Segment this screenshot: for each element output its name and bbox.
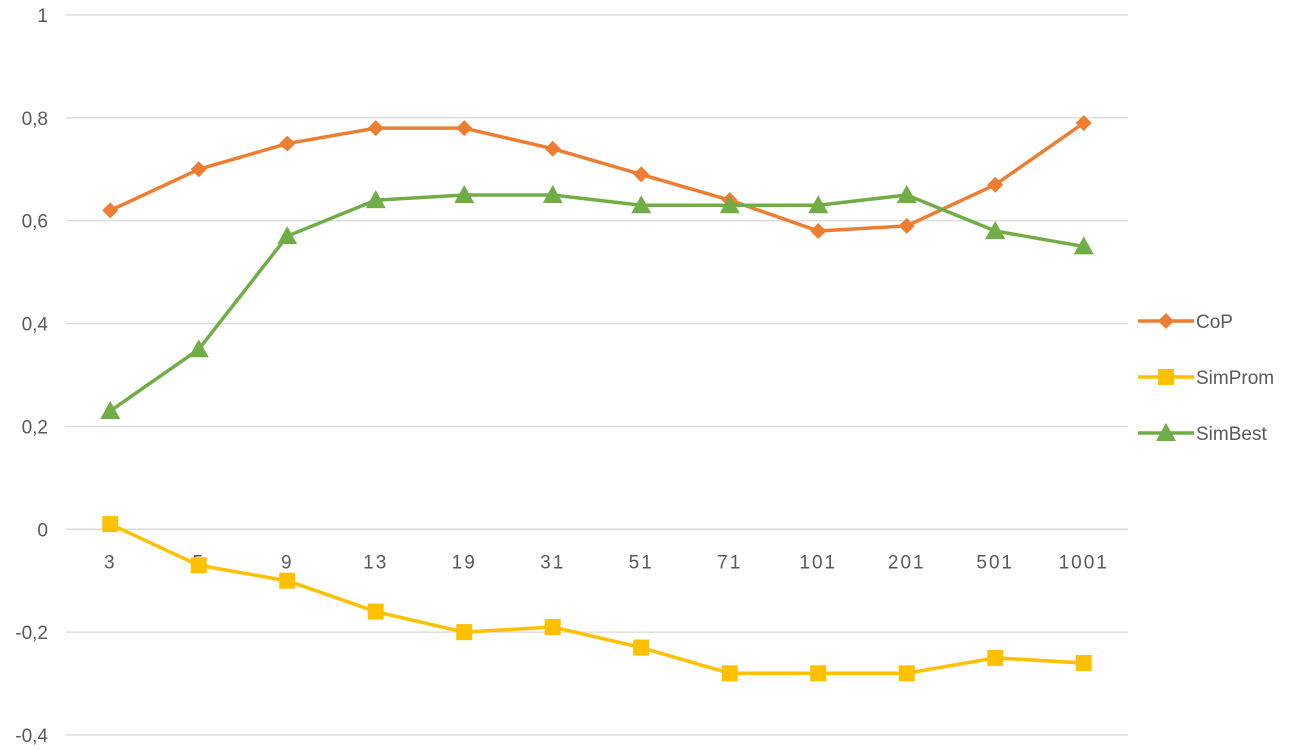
point-cop xyxy=(190,161,207,178)
point-simbest xyxy=(719,195,740,214)
y-tick-label: 0,6 xyxy=(22,212,48,233)
point-simprom xyxy=(1075,655,1092,671)
point-cop xyxy=(633,166,650,183)
point-cop xyxy=(810,223,827,239)
legend-label-simbest: SimBest xyxy=(1196,424,1267,445)
point-simbest xyxy=(985,221,1006,239)
series-lines xyxy=(108,121,1086,676)
legend-entry-cop: CoP xyxy=(1138,312,1233,333)
y-tick-label: -0,2 xyxy=(15,623,48,644)
y-tick-label: 0,2 xyxy=(22,417,48,438)
point-cop xyxy=(1075,115,1092,131)
point-cop xyxy=(367,120,384,137)
series-markers xyxy=(100,115,1094,682)
point-simbest xyxy=(808,195,829,214)
point-simbest xyxy=(631,195,652,214)
x-tick-label: 71 xyxy=(717,552,742,573)
point-simprom xyxy=(102,516,119,533)
legend-marker-cop xyxy=(1158,313,1174,329)
y-tick-label: 0 xyxy=(37,520,48,541)
point-simbest xyxy=(277,226,298,245)
point-cop xyxy=(987,176,1004,193)
y-tick-label: -0,4 xyxy=(15,726,48,747)
x-tick-label: 3 xyxy=(104,552,117,573)
point-simbest xyxy=(188,339,209,358)
x-axis: 35913193151711012015011001 xyxy=(66,528,1128,573)
legend-label-simprom: SimProm xyxy=(1196,368,1274,389)
point-simbest xyxy=(100,401,121,419)
point-cop xyxy=(102,202,119,219)
y-tick-label: 0,4 xyxy=(22,315,49,336)
point-simprom xyxy=(987,649,1004,666)
y-tick-label: 1 xyxy=(37,6,48,27)
legend-marker-simbest xyxy=(1156,423,1176,441)
point-simprom xyxy=(456,624,473,641)
point-simprom xyxy=(544,619,561,635)
x-tick-label: 501 xyxy=(976,552,1014,573)
series-line-simbest xyxy=(108,193,1086,413)
x-tick-label: 13 xyxy=(363,552,388,573)
x-tick-label: 31 xyxy=(540,552,565,573)
x-tick-label: 19 xyxy=(452,552,477,573)
point-cop xyxy=(456,120,473,137)
point-simbest xyxy=(542,185,563,203)
point-simprom xyxy=(810,665,827,682)
point-simprom xyxy=(279,572,296,589)
point-simprom xyxy=(633,639,650,656)
x-tick-label: 101 xyxy=(799,552,837,573)
point-simprom xyxy=(898,665,915,682)
x-tick-label: 201 xyxy=(888,552,926,573)
point-simprom xyxy=(721,665,738,682)
x-tick-label: 1001 xyxy=(1059,552,1109,573)
y-tick-label: 0,8 xyxy=(22,109,48,130)
point-cop xyxy=(898,217,915,234)
legend-entry-simbest: SimBest xyxy=(1138,423,1267,445)
legend-label-cop: CoP xyxy=(1196,312,1233,333)
point-simbest xyxy=(896,185,917,203)
point-simbest xyxy=(1073,236,1094,255)
point-cop xyxy=(544,140,561,157)
point-simprom xyxy=(367,603,384,620)
legend-entry-simprom: SimProm xyxy=(1138,368,1274,389)
series-line-simprom xyxy=(108,522,1086,676)
gridlines xyxy=(66,14,1128,736)
legend-marker-simprom xyxy=(1158,369,1174,385)
point-simprom xyxy=(190,557,207,574)
y-axis: 1 0,8 0,6 0,4 0,2 0 -0,2 -0,4 xyxy=(15,6,48,747)
x-tick-label: 9 xyxy=(281,552,294,573)
series-line-cop xyxy=(108,121,1086,233)
point-cop xyxy=(279,135,296,152)
x-tick-label: 51 xyxy=(629,552,654,573)
legend: CoP SimProm SimBest xyxy=(1138,312,1274,445)
point-simbest xyxy=(454,185,475,203)
point-simbest xyxy=(365,190,386,209)
